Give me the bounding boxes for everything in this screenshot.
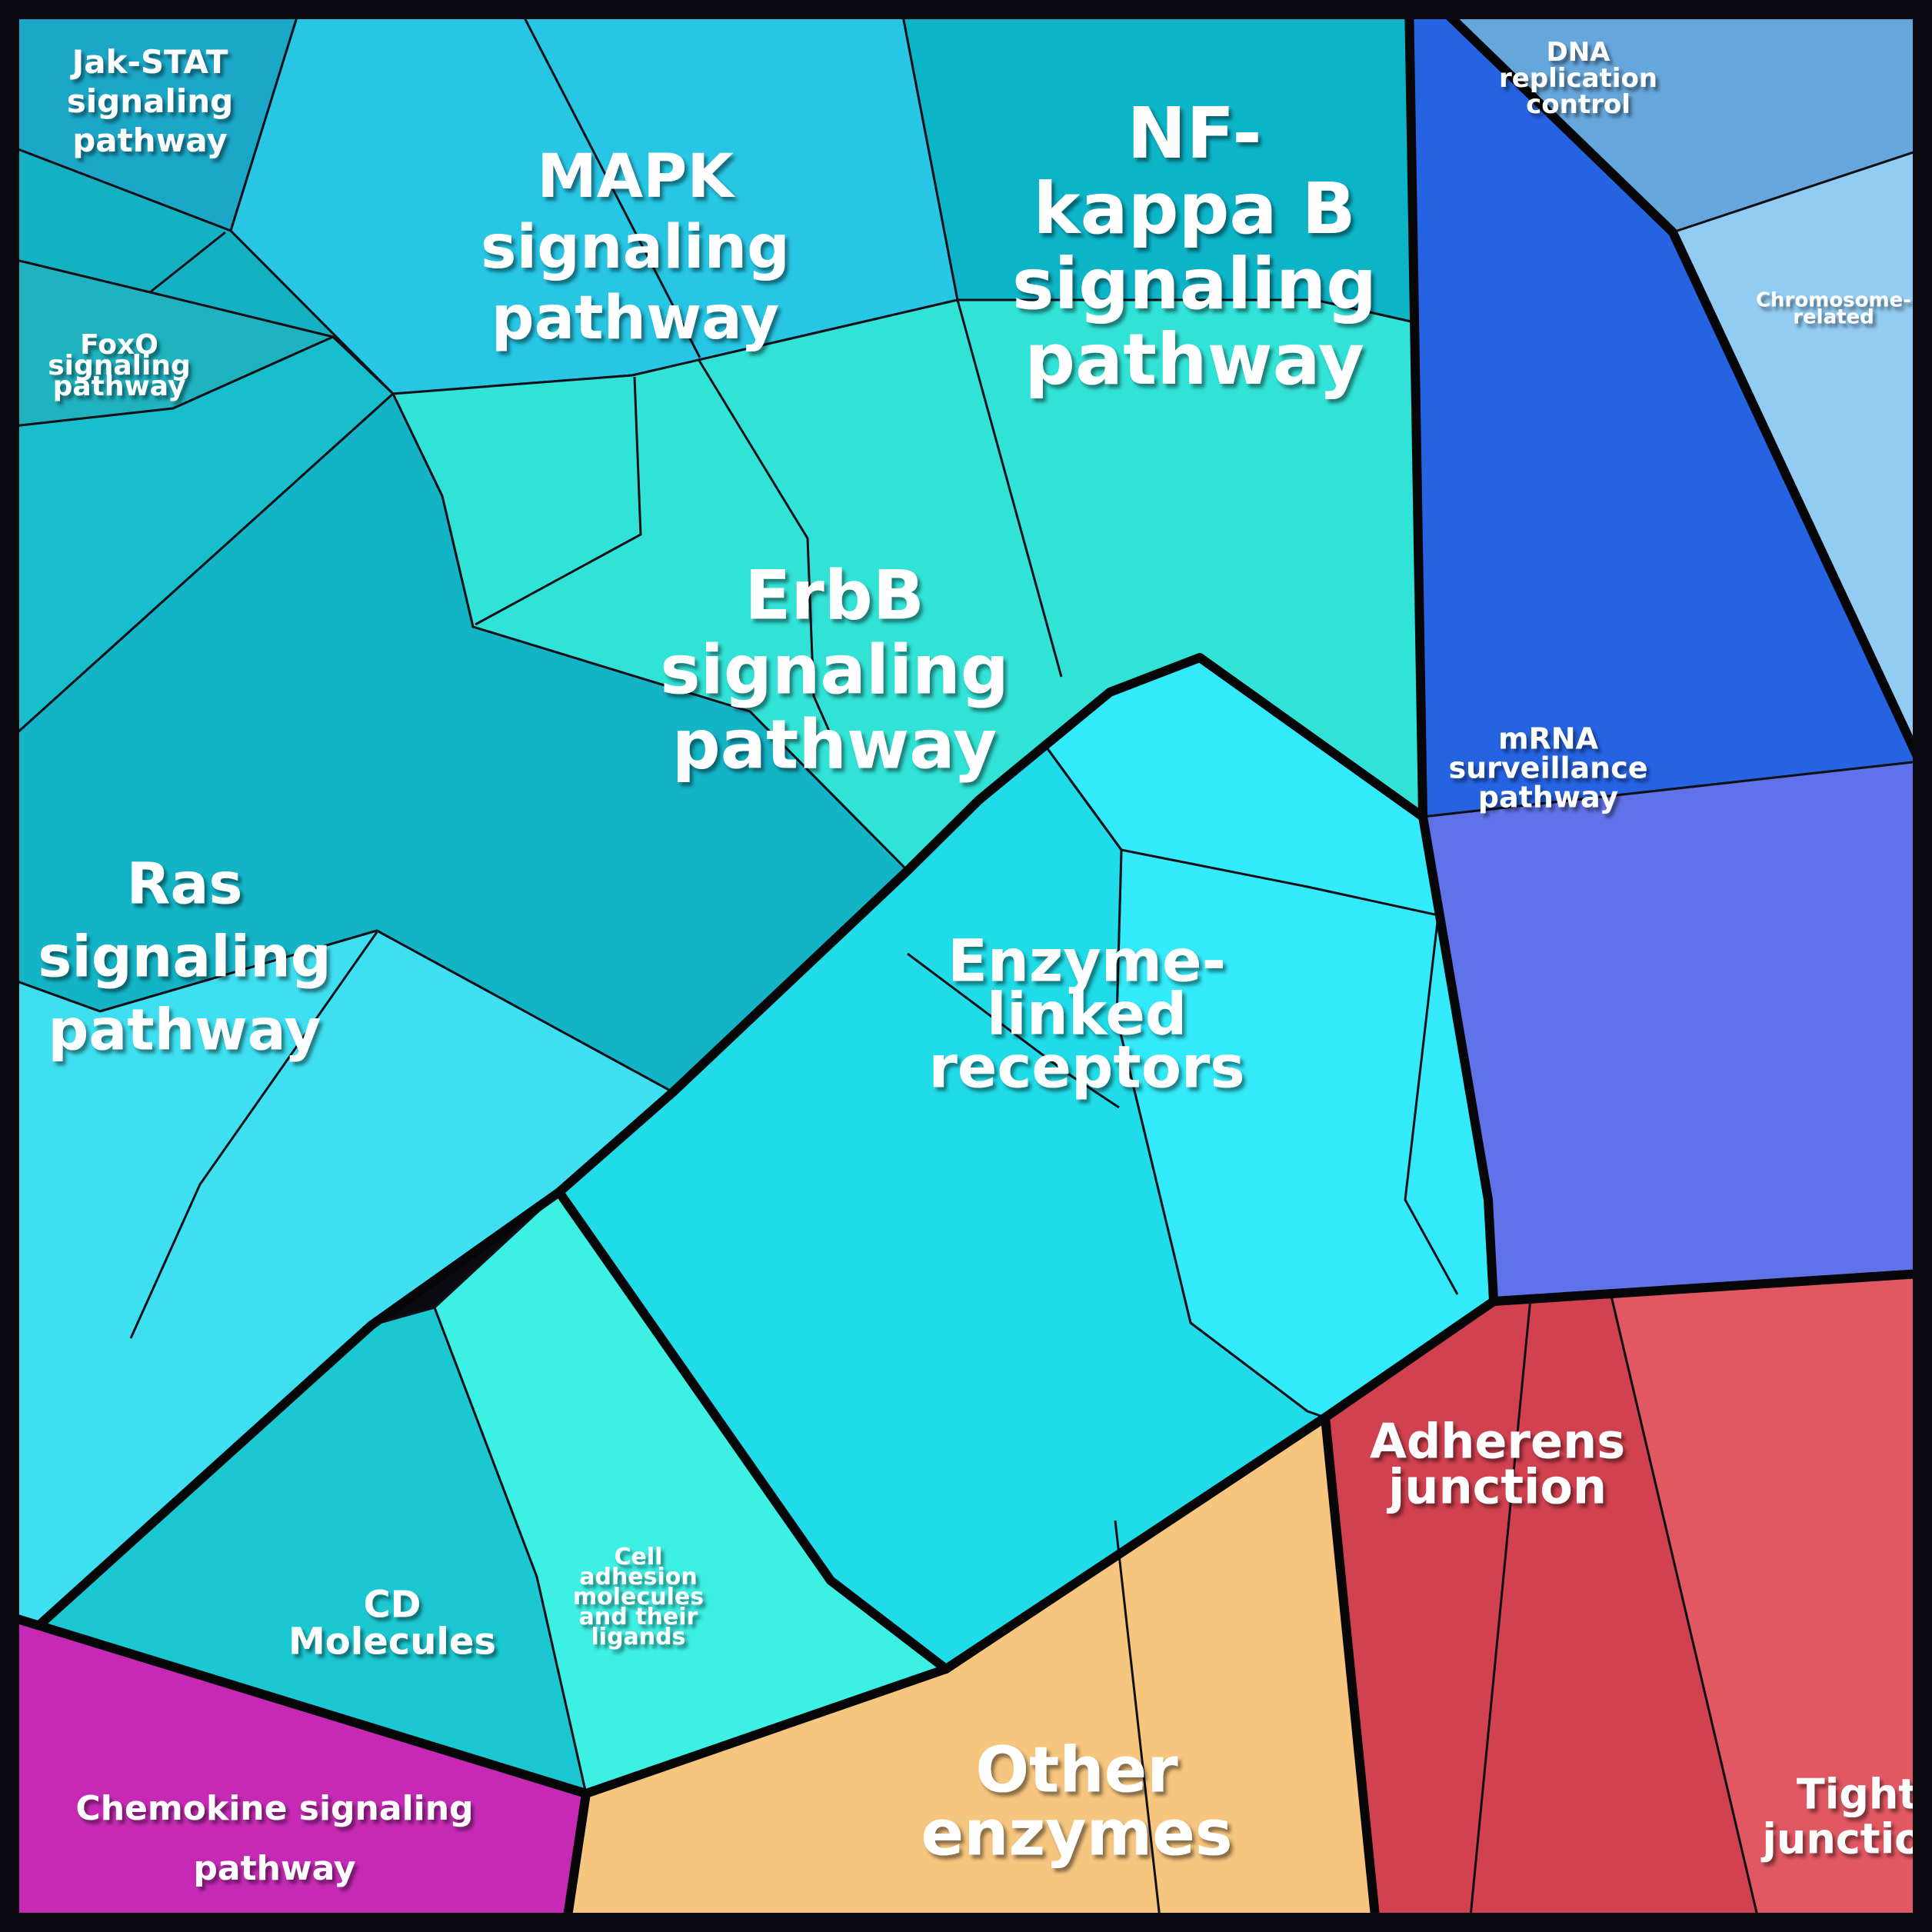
label-line-enzyme-linked-receptors-0: Enzyme- (948, 926, 1226, 994)
label-line-cell-adhesion-molecules-4: ligands (591, 1624, 686, 1651)
label-tight-junction: Tightjunction (1760, 1770, 1932, 1863)
group-border-8 (581, 1664, 951, 1798)
group-border-5 (1418, 812, 1932, 1306)
label-line-other-enzymes-1: enzymes (921, 1797, 1232, 1870)
label-line-mapk-2: pathway (491, 284, 779, 353)
label-line-nf-kappa-b-2: signaling (1012, 243, 1377, 325)
label-line-cd-molecules-1: Molecules (288, 1620, 496, 1663)
group-border-0 (1404, 0, 1427, 821)
cell-border-10 (1114, 1520, 1163, 1932)
label-line-jak-stat-0: Jak-STAT (70, 43, 228, 81)
label-line-enzyme-linked-receptors-2: receptors (928, 1032, 1244, 1101)
cell-border-9 (1467, 1297, 1532, 1932)
label-line-mapk-1: signaling (481, 213, 790, 282)
label-line-erbb-0: ErbB (744, 556, 924, 635)
labels-layer: Jak-STATsignalingpathwayFoxOsignalingpat… (38, 37, 1932, 1888)
label-line-nf-kappa-b-3: pathway (1024, 318, 1364, 401)
region-mrna-surveillance[interactable] (1421, 760, 1932, 1303)
cell-border-2 (697, 358, 836, 744)
label-line-dna-replication-control-1: replication (1499, 63, 1657, 94)
group-border-6 (1321, 1413, 1381, 1932)
label-line-mrna-surveillance-1: surveillance (1448, 751, 1647, 785)
label-line-foxo-2: pathway (53, 371, 186, 402)
label-line-jak-stat-2: pathway (72, 122, 228, 159)
cell-border-6 (1121, 848, 1439, 917)
label-line-cell-adhesion-molecules-2: molecules (573, 1584, 704, 1611)
label-line-nf-kappa-b-1: kappa B (1033, 168, 1355, 250)
label-line-dna-replication-control-0: DNA (1547, 37, 1611, 68)
label-chromosome-related: Chromosome-related (1756, 288, 1911, 328)
label-line-adherens-junction-1: junction (1386, 1458, 1607, 1514)
label-line-adherens-junction-0: Adherens (1370, 1413, 1625, 1469)
label-line-foxo-1: signaling (48, 350, 191, 381)
label-line-nf-kappa-b-0: NF- (1127, 92, 1261, 175)
label-line-enzyme-linked-receptors-1: linked (987, 979, 1188, 1048)
label-line-chromosome-related-0: Chromosome- (1756, 288, 1911, 311)
label-line-dna-replication-control-2: control (1526, 89, 1631, 120)
label-line-cell-adhesion-molecules-3: and their (579, 1604, 698, 1631)
cell-border-7 (1404, 914, 1459, 1295)
label-line-chemokine-signaling-0: Chemokine signaling (75, 1789, 473, 1828)
label-line-mrna-surveillance-2: pathway (1478, 781, 1619, 814)
group-border-3 (555, 1188, 951, 1674)
label-line-cell-adhesion-molecules-0: Cell (615, 1544, 663, 1571)
cell-border-5 (1043, 744, 1123, 851)
cell-border-4 (149, 231, 226, 294)
group-border-2 (35, 653, 1427, 1630)
label-line-ras-1: signaling (38, 924, 331, 991)
label-line-ras-2: pathway (48, 998, 321, 1064)
label-line-chromosome-related-1: related (1793, 305, 1874, 328)
label-line-ras-0: Ras (127, 851, 243, 918)
label-line-cell-adhesion-molecules-1: adhesion (579, 1564, 698, 1591)
cell-border-8 (907, 952, 1120, 1109)
label-line-erbb-1: signaling (660, 631, 1009, 710)
group-border-1 (1428, 0, 1924, 766)
cell-borders-layer (129, 0, 1532, 1932)
label-line-other-enzymes-0: Other (975, 1734, 1178, 1807)
region-ras-nw[interactable] (0, 335, 395, 750)
label-line-cd-molecules-0: CD (363, 1583, 421, 1626)
label-line-mapk-0: MAPK (537, 142, 735, 212)
cell-border-1 (475, 376, 642, 626)
cell-border-0 (514, 0, 701, 358)
label-line-jak-stat-1: signaling (67, 82, 233, 120)
label-line-tight-junction-1: junction (1760, 1814, 1932, 1863)
label-line-mrna-surveillance-0: mRNA (1498, 722, 1599, 756)
cell-border-11 (129, 931, 378, 1339)
label-line-chemokine-signaling-1: pathway (193, 1849, 355, 1888)
label-line-erbb-2: pathway (672, 705, 997, 784)
cell-border-3 (956, 299, 1063, 678)
label-line-foxo-0: FoxO (80, 329, 158, 361)
label-line-tight-junction-0: Tight (1797, 1770, 1918, 1818)
label-chemokine-signaling: Chemokine signaling pathway (75, 1789, 473, 1888)
